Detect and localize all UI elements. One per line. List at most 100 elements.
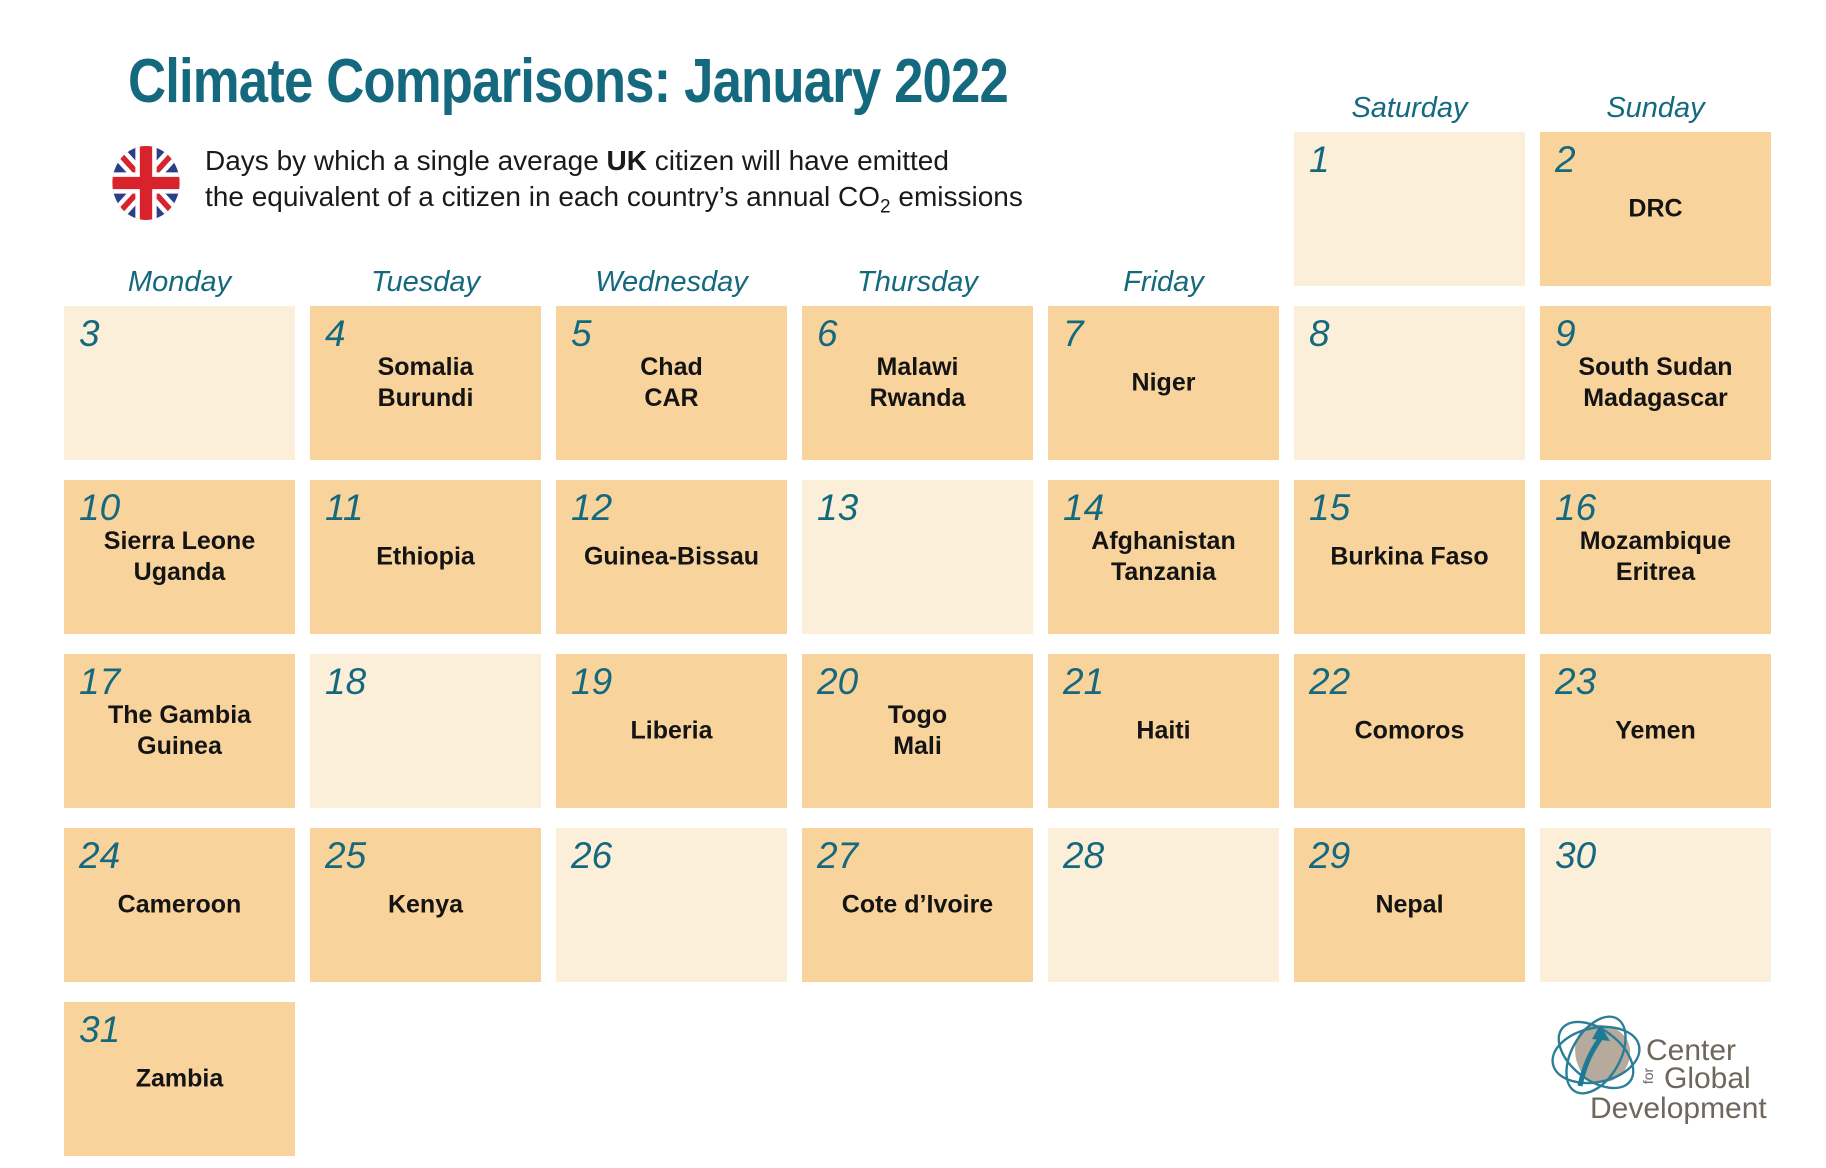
country-names: Somalia Burundi	[310, 352, 541, 414]
country-names: Burkina Faso	[1294, 542, 1525, 573]
day-number: 5	[571, 313, 592, 354]
subtitle-line-2: the equivalent of a citizen in each coun…	[205, 181, 1023, 218]
day-number: 3	[79, 313, 100, 354]
country-names: DRC	[1540, 194, 1771, 225]
weekday-header-saturday: Saturday	[1351, 92, 1468, 124]
country-names: Cote d’Ivoire	[802, 890, 1033, 921]
country-name: DRC	[1628, 194, 1683, 223]
day-cell-1: 1	[1294, 132, 1525, 286]
day-number: 27	[817, 835, 859, 876]
day-cell-7: 7 Niger	[1048, 306, 1279, 460]
day-number: 31	[79, 1009, 121, 1050]
day-cell-30: 30	[1540, 828, 1771, 982]
country-names: Malawi Rwanda	[802, 352, 1033, 414]
day-cell-27: 27 Cote d’Ivoire	[802, 828, 1033, 982]
day-cell-2: 2 DRC	[1540, 132, 1771, 286]
country-name: Uganda	[133, 558, 226, 586]
subtitle-line-1: Days by which a single average UK citize…	[205, 145, 949, 176]
cgd-logo: Center for Global Development	[1551, 1015, 1767, 1125]
day-cell-20: 20 Togo Mali	[802, 654, 1033, 808]
country-name: Eritrea	[1615, 558, 1696, 586]
day-cell-22: 22 Comoros	[1294, 654, 1525, 808]
country-names: Cameroon	[64, 890, 295, 921]
country-name: Zambia	[135, 1064, 224, 1093]
day-cell-28: 28	[1048, 828, 1279, 982]
country-name: Haiti	[1136, 716, 1191, 745]
day-cell-24: 24 Cameroon	[64, 828, 295, 982]
country-name: Burundi	[377, 384, 474, 412]
day-number: 1	[1309, 139, 1330, 180]
country-name: Togo	[887, 701, 948, 729]
day-number: 12	[571, 487, 613, 528]
country-name: Cameroon	[117, 890, 242, 919]
day-cell-10: 10 Sierra Leone Uganda	[64, 480, 295, 634]
day-cell-16: 16 Mozambique Eritrea	[1540, 480, 1771, 634]
day-number: 14	[1063, 487, 1105, 528]
weekday-header-tuesday: Tuesday	[370, 266, 481, 298]
day-number: 19	[571, 661, 613, 702]
day-cell-29: 29 Nepal	[1294, 828, 1525, 982]
weekday-header-wednesday: Wednesday	[595, 266, 748, 298]
day-cell-13: 13	[802, 480, 1033, 634]
day-cell-9: 9 South Sudan Madagascar	[1540, 306, 1771, 460]
day-cell-12: 12 Guinea-Bissau	[556, 480, 787, 634]
day-cell-3: 3	[64, 306, 295, 460]
day-cell-21: 21 Haiti	[1048, 654, 1279, 808]
country-name: Niger	[1131, 368, 1196, 397]
day-cell-14: 14 Afghanistan Tanzania	[1048, 480, 1279, 634]
country-name: Malawi	[876, 353, 959, 381]
country-name: Guinea-Bissau	[583, 542, 760, 571]
day-cell-17: 17 The Gambia Guinea	[64, 654, 295, 808]
day-cell-26: 26	[556, 828, 787, 982]
country-name: Comoros	[1354, 716, 1465, 745]
weekday-header-monday: Monday	[127, 266, 232, 298]
country-names: Liberia	[556, 716, 787, 747]
country-name: CAR	[644, 384, 699, 412]
day-number: 29	[1309, 835, 1351, 876]
logo-text-global: Global	[1664, 1062, 1751, 1095]
day-cell-19: 19 Liberia	[556, 654, 787, 808]
day-cell-18: 18	[310, 654, 541, 808]
country-name: The Gambia	[107, 701, 252, 729]
country-name: Madagascar	[1583, 384, 1728, 412]
day-cell-15: 15 Burkina Faso	[1294, 480, 1525, 634]
country-name: Rwanda	[869, 384, 966, 412]
day-number: 18	[325, 661, 367, 702]
weekday-header-sunday: Sunday	[1606, 92, 1705, 124]
day-number: 2	[1555, 139, 1576, 180]
country-names: South Sudan Madagascar	[1540, 352, 1771, 414]
country-name: Ethiopia	[376, 542, 475, 571]
country-name: Yemen	[1615, 716, 1696, 745]
logo-text-development: Development	[1590, 1092, 1767, 1125]
country-name: Kenya	[387, 890, 464, 919]
country-name: Chad	[640, 353, 703, 381]
day-cell-4: 4 Somalia Burundi	[310, 306, 541, 460]
country-name: Mali	[893, 732, 942, 760]
day-number: 15	[1309, 487, 1351, 528]
country-name: Burkina Faso	[1330, 542, 1489, 571]
day-number: 6	[817, 313, 838, 354]
day-number: 28	[1063, 835, 1105, 876]
country-names: Comoros	[1294, 716, 1525, 747]
weekday-header-thursday: Thursday	[857, 266, 978, 298]
country-names: Nepal	[1294, 890, 1525, 921]
country-names: Guinea-Bissau	[556, 542, 787, 573]
day-cell-23: 23 Yemen	[1540, 654, 1771, 808]
country-names: Niger	[1048, 368, 1279, 399]
day-number: 23	[1555, 661, 1597, 702]
country-name: Tanzania	[1110, 558, 1217, 586]
day-number: 30	[1555, 835, 1597, 876]
day-cell-8: 8	[1294, 306, 1525, 460]
logo-text-center: Center	[1646, 1034, 1736, 1067]
country-names: Haiti	[1048, 716, 1279, 747]
day-number: 26	[571, 835, 613, 876]
country-names: Yemen	[1540, 716, 1771, 747]
country-names: Zambia	[64, 1064, 295, 1095]
country-names: Kenya	[310, 890, 541, 921]
page-title: Climate Comparisons: January 2022	[128, 47, 1009, 116]
day-number: 10	[79, 487, 121, 528]
day-number: 24	[79, 835, 121, 876]
day-number: 22	[1309, 661, 1351, 702]
day-number: 8	[1309, 313, 1330, 354]
